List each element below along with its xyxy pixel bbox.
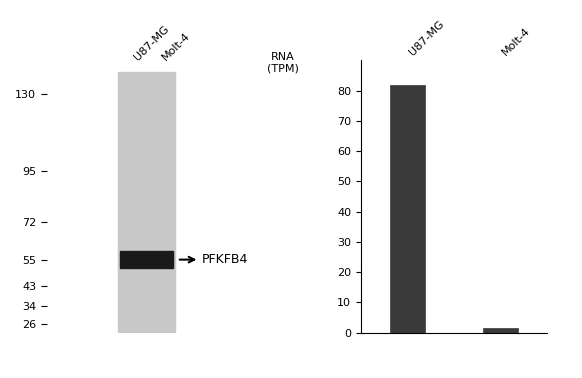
Text: PFKFB4: PFKFB4 (201, 253, 248, 266)
Bar (390, 85, 425, 333)
Text: Molt-4: Molt-4 (161, 31, 193, 63)
Y-axis label: RNA
(TPM): RNA (TPM) (267, 52, 299, 74)
Bar (118, 71, 175, 333)
Bar (483, 328, 518, 333)
Text: U87-MG: U87-MG (407, 19, 446, 58)
Text: U87-MG: U87-MG (132, 24, 171, 63)
Bar (120, 251, 173, 268)
Text: Molt-4: Molt-4 (501, 26, 533, 58)
